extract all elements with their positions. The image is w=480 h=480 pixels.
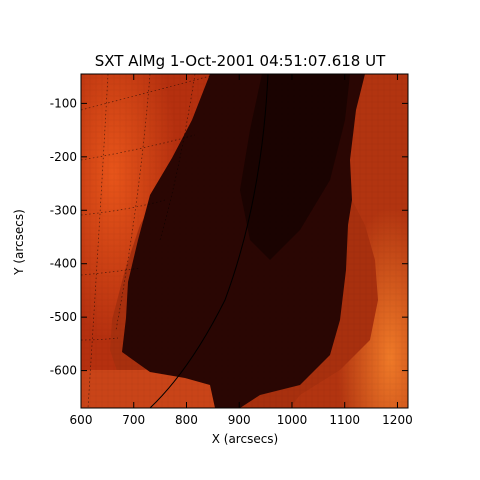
plot-frame: [80, 73, 409, 409]
x-axis: 600 700 800 900 1000 1100 1200: [70, 74, 413, 427]
x-axis-label: X (arcsecs): [212, 432, 279, 446]
y-tick-label: -100: [50, 96, 77, 110]
y-tick-label: -400: [50, 257, 77, 271]
y-axis: -100 -200 -300 -400 -500 -600: [50, 96, 408, 378]
x-tick-label: 600: [70, 413, 93, 427]
x-tick-label: 1000: [277, 413, 308, 427]
y-tick-label: -300: [50, 203, 77, 217]
x-tick-label: 1200: [382, 413, 413, 427]
x-tick-label: 900: [228, 413, 251, 427]
chart-title: SXT AlMg 1-Oct-2001 04:51:07.618 UT: [95, 52, 386, 70]
y-tick-label: -200: [50, 150, 77, 164]
x-tick-label: 700: [122, 413, 145, 427]
plot-image: [81, 74, 408, 408]
x-tick-label: 800: [175, 413, 198, 427]
pixel-grid: [81, 74, 408, 408]
solar-limb-line: [149, 74, 269, 408]
y-axis-label: Y (arcsecs): [12, 209, 26, 276]
y-tick-label: -500: [50, 310, 77, 324]
y-tick-label: -600: [50, 364, 77, 378]
heliographic-grid: [81, 74, 211, 408]
x-tick-label: 1100: [329, 413, 360, 427]
